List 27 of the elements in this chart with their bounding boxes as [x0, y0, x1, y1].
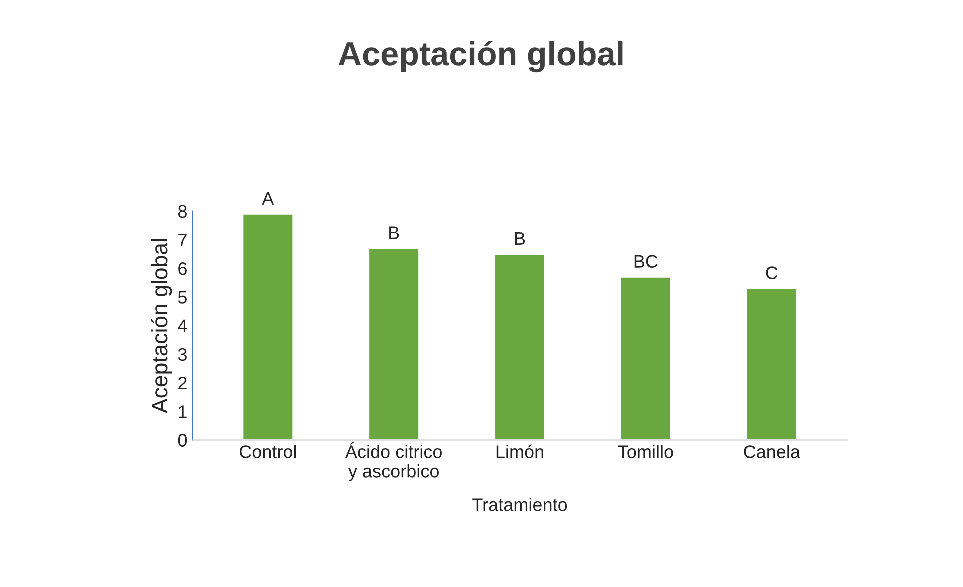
x-tick-label: Ácido citrico y ascorbico	[345, 442, 442, 482]
y-tick-label: 1	[179, 406, 187, 418]
y-tick-label: 4	[178, 320, 188, 332]
y-tick-label: 0	[178, 434, 188, 447]
y-tick-label: 2	[178, 376, 187, 390]
bar	[494, 254, 546, 440]
annotation: B	[390, 226, 400, 240]
x-tick-label: Canela	[744, 445, 800, 458]
y-tick-label: 5	[178, 291, 187, 304]
y-tick-label: 6	[178, 262, 187, 276]
bar	[746, 288, 798, 440]
annotation: B	[515, 232, 526, 245]
bar	[242, 213, 294, 440]
x-tick-label: Tomillo	[618, 445, 674, 458]
y-tick-label: 7	[178, 234, 187, 246]
bar	[620, 276, 672, 440]
annotation: C	[766, 266, 778, 280]
y-tick-label: 8	[178, 205, 187, 218]
y-tick-label: 3	[178, 348, 187, 362]
x-tick-label: Limón	[496, 444, 544, 458]
x-tick-label: Control	[240, 445, 296, 458]
bar	[368, 248, 420, 440]
text: Aceptación global	[151, 240, 172, 414]
y-axis-title: Aceptación global	[338, 41, 623, 73]
annotation: A	[262, 192, 274, 205]
x-axis-title: Tratamiento	[472, 498, 568, 512]
annotation: BC	[634, 255, 658, 268]
